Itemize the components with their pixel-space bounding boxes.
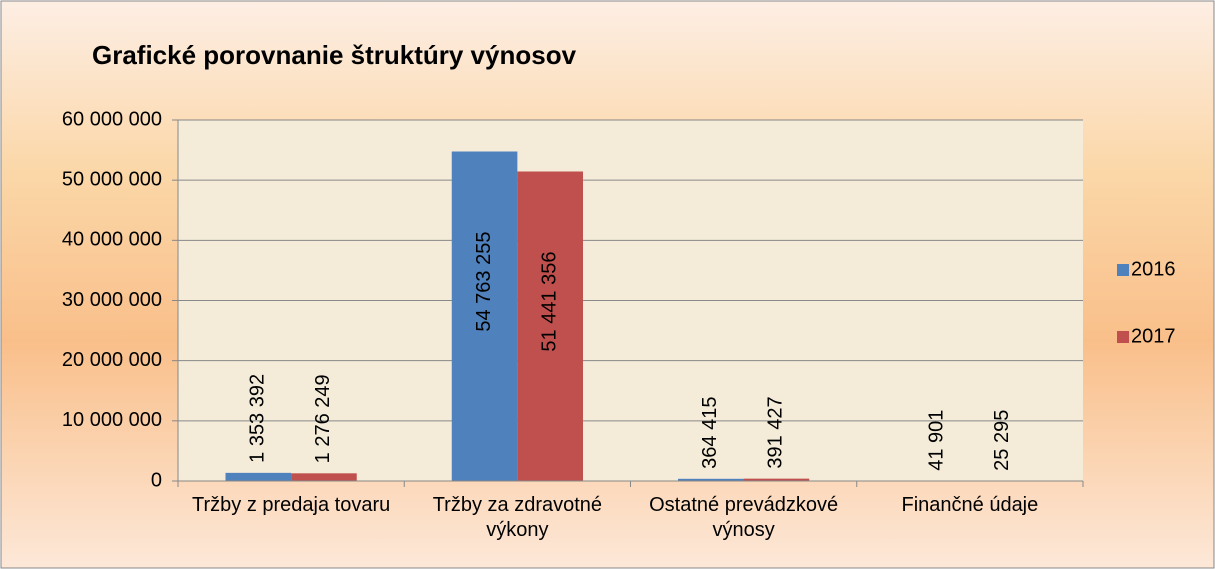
legend-swatch [1117, 331, 1129, 343]
value-label: 1 276 249 [312, 374, 334, 463]
y-tick-label: 60 000 000 [62, 108, 162, 130]
y-tick-label: 0 [151, 469, 162, 491]
bar [678, 478, 744, 481]
value-label: 25 295 [991, 410, 1013, 471]
y-tick-label: 20 000 000 [62, 349, 162, 371]
y-tick-label: 10 000 000 [62, 409, 162, 431]
bar [225, 472, 292, 481]
x-tick-label: Finančné údaje [901, 494, 1039, 516]
x-tick-label: Tržby z predaja tovaru [192, 494, 391, 516]
bar [517, 171, 583, 481]
bar [451, 151, 518, 481]
value-label: 51 441 356 [538, 251, 560, 351]
value-label: 54 763 255 [473, 232, 495, 332]
bar [743, 478, 810, 481]
legend-label: 2017 [1131, 325, 1176, 347]
y-tick-label: 40 000 000 [62, 229, 162, 251]
chart-title: Grafické porovnanie štruktúry výnosov [92, 40, 577, 70]
value-label: 391 427 [765, 396, 787, 468]
legend-label: 2016 [1131, 258, 1176, 280]
y-tick-label: 50 000 000 [62, 168, 162, 190]
x-tick-label: Tržby za zdravotné výkony [432, 494, 603, 541]
legend-swatch [1117, 264, 1129, 276]
value-label: 41 901 [925, 410, 947, 471]
y-tick-label: 30 000 000 [62, 289, 162, 311]
value-label: 364 415 [699, 397, 721, 469]
bar [291, 473, 357, 481]
value-label: 1 353 392 [247, 374, 269, 463]
x-tick-label: Ostatné prevádzkové výnosy [649, 494, 839, 541]
